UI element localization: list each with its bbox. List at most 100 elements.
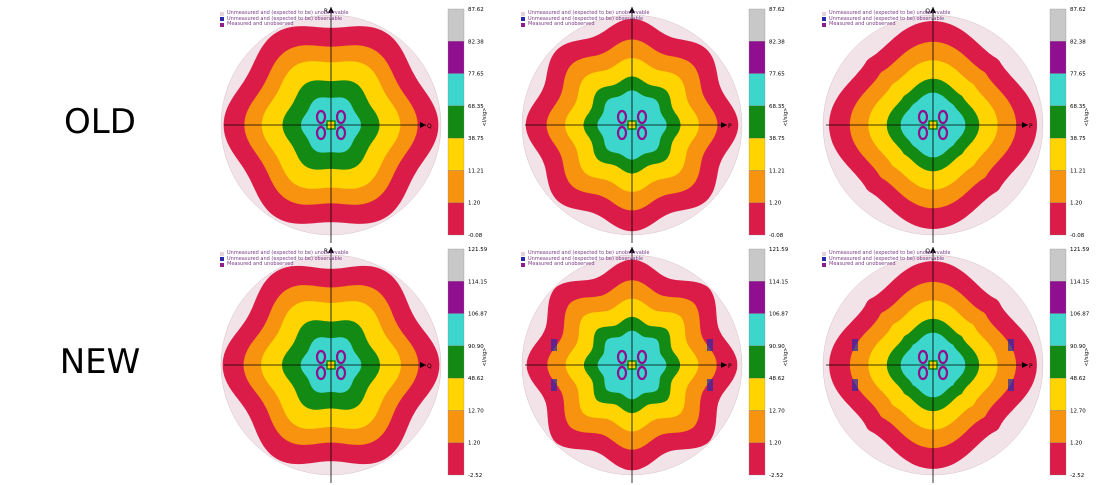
colorbar-tick-label: 77.65 [769, 72, 785, 78]
colorbar-segment [1049, 170, 1067, 203]
colorbar-tick-label: 38.75 [769, 136, 785, 142]
legend-label: Measured and unobserved [528, 261, 595, 267]
legend-label: Measured and unobserved [829, 21, 896, 27]
colorbar-tick-label: 106.87 [1070, 312, 1090, 318]
vertical-axis-label: R [324, 248, 328, 255]
colorbar-tick-label: 121.59 [468, 247, 488, 253]
horizontal-axis-label: P [728, 363, 732, 370]
colorbar-segment [748, 137, 766, 171]
heatmap-panel: R Q 121.59 114.15 106.87 90.90 48.62 12.70 1.20 -… [216, 245, 516, 485]
axis-arrow-up [629, 7, 635, 13]
heatmap-svg: Q P 121.59 114.15 106.87 90.90 48.62 12.70 1.20 -… [822, 247, 1090, 483]
legend-label: Unmeasured and (expected to be) unobserv… [227, 10, 349, 16]
colorbar-segment [447, 345, 465, 379]
measured-unobserved-mark [315, 365, 327, 381]
colorbar-unit-label: <I/sig> [783, 108, 789, 127]
colorbar-segment [748, 105, 766, 139]
legend-label: Measured and unobserved [829, 261, 896, 267]
legend-swatch [220, 257, 224, 262]
legend-label: Unmeasured and (expected to be) unobserv… [829, 250, 951, 256]
legend-label: Unmeasured and (expected to be) observab… [528, 15, 644, 22]
legend-swatch [521, 17, 525, 22]
legend-entry: Measured and unobserved [822, 21, 950, 28]
colorbar-unit-label: <I/sig> [783, 348, 789, 367]
colorbar-tick-label: 114.15 [769, 279, 789, 285]
colorbar-segment [447, 442, 465, 476]
colorbar-tick-label: 1.20 [769, 201, 782, 207]
colorbar-tick-label: 82.38 [769, 39, 785, 45]
legend-label: Unmeasured and (expected to be) observab… [227, 15, 343, 22]
legend-swatch [822, 17, 826, 22]
legend-entry: Measured and unobserved [521, 21, 649, 28]
measured-unobserved-mark [917, 365, 929, 381]
horizontal-axis-label: P [1029, 363, 1033, 370]
colorbar-tick-label: 87.62 [1070, 7, 1086, 13]
measured-unobserved-mark [315, 125, 327, 141]
legend-swatch [220, 17, 224, 22]
colorbar-tick-label: 38.75 [1070, 136, 1086, 142]
colorbar-tick-label: 12.70 [468, 408, 484, 414]
colorbar-tick-label: 114.15 [1070, 279, 1090, 285]
colorbar-tick-label: 1.20 [1070, 441, 1083, 447]
colorbar-tick-label: 48.62 [1070, 376, 1086, 382]
colorbar-unit-label: <I/sig> [482, 348, 488, 367]
colorbar-tick-label: 48.62 [769, 376, 785, 382]
panel-legend: Unmeasured and (expected to be) unobserv… [521, 250, 650, 268]
colorbar-segment [447, 105, 465, 139]
vertical-axis-label: Q [925, 248, 930, 255]
measured-unobserved-mark [937, 109, 949, 125]
measured-unobserved-mark [616, 365, 628, 381]
measured-unobserved-mark [636, 349, 648, 365]
colorbar-segment [748, 41, 766, 74]
legend-entry: Unmeasured and (expected to be) unobserv… [521, 250, 650, 257]
colorbar-tick-label: -0.08 [468, 233, 483, 239]
measured-unobserved-mark [315, 349, 327, 365]
colorbar-tick-label: -0.08 [769, 233, 784, 239]
legend-entry: Unmeasured and (expected to be) observab… [822, 16, 950, 23]
colorbar-segment [748, 377, 766, 411]
legend-label: Unmeasured and (expected to be) observab… [227, 255, 343, 262]
colorbar-tick-label: 1.20 [468, 441, 481, 447]
unmeasured-observable-mark [707, 379, 713, 391]
colorbar-segment [1049, 313, 1067, 347]
colorbar-tick-label: 77.65 [1070, 72, 1086, 78]
legend-label: Measured and unobserved [227, 261, 294, 267]
colorbar-segment [447, 248, 465, 282]
legend-swatch [521, 251, 525, 256]
measured-unobserved-mark [937, 349, 949, 365]
panel-legend: Unmeasured and (expected to be) unobserv… [822, 10, 950, 28]
colorbar-tick-label: 11.21 [468, 168, 484, 174]
colorbar-segment [1049, 410, 1067, 443]
legend-entry: Unmeasured and (expected to be) observab… [521, 15, 649, 23]
colorbar-tick-label: 106.87 [769, 312, 789, 318]
legend-label: Unmeasured and (expected to be) observab… [829, 255, 945, 262]
colorbar-segment [447, 73, 465, 107]
colorbar-tick-label: 1.20 [769, 441, 782, 447]
colorbar-segment [447, 41, 465, 74]
unmeasured-observable-mark [1008, 339, 1014, 351]
colorbar-tick-label: 121.59 [1070, 247, 1090, 253]
axis-arrow-right [1022, 122, 1028, 128]
heatmap-svg: R Q 121.59 114.15 106.87 90.90 48.62 12.70 1.20 -… [220, 247, 488, 483]
colorbar-segment [1049, 248, 1067, 282]
colorbar-tick-label: -2.52 [468, 473, 482, 479]
colorbar-tick-label: 82.38 [1070, 39, 1086, 45]
colorbar-segment [748, 73, 766, 107]
axis-arrow-up [328, 247, 334, 253]
legend-entry: Measured and unobserved [822, 261, 950, 268]
colorbar-unit-label: <I/sig> [1084, 108, 1090, 127]
axis-arrow-right [420, 122, 426, 128]
vertical-axis-label: R [324, 8, 328, 15]
axis-arrow-up [629, 247, 635, 253]
measured-unobserved-mark [315, 109, 327, 125]
colorbar-segment [1049, 73, 1067, 107]
colorbar-tick-label: 11.21 [769, 168, 785, 174]
legend-label: Unmeasured and (expected to be) unobserv… [528, 250, 650, 256]
legend-swatch [220, 11, 224, 16]
colorbar-tick-label: 12.70 [1070, 408, 1086, 414]
colorbar-segment [748, 442, 766, 476]
legend-swatch [822, 251, 826, 256]
measured-unobserved-mark [616, 125, 628, 141]
legend-entry: Measured and unobserved [521, 261, 649, 268]
row-label-new: NEW [59, 342, 141, 382]
